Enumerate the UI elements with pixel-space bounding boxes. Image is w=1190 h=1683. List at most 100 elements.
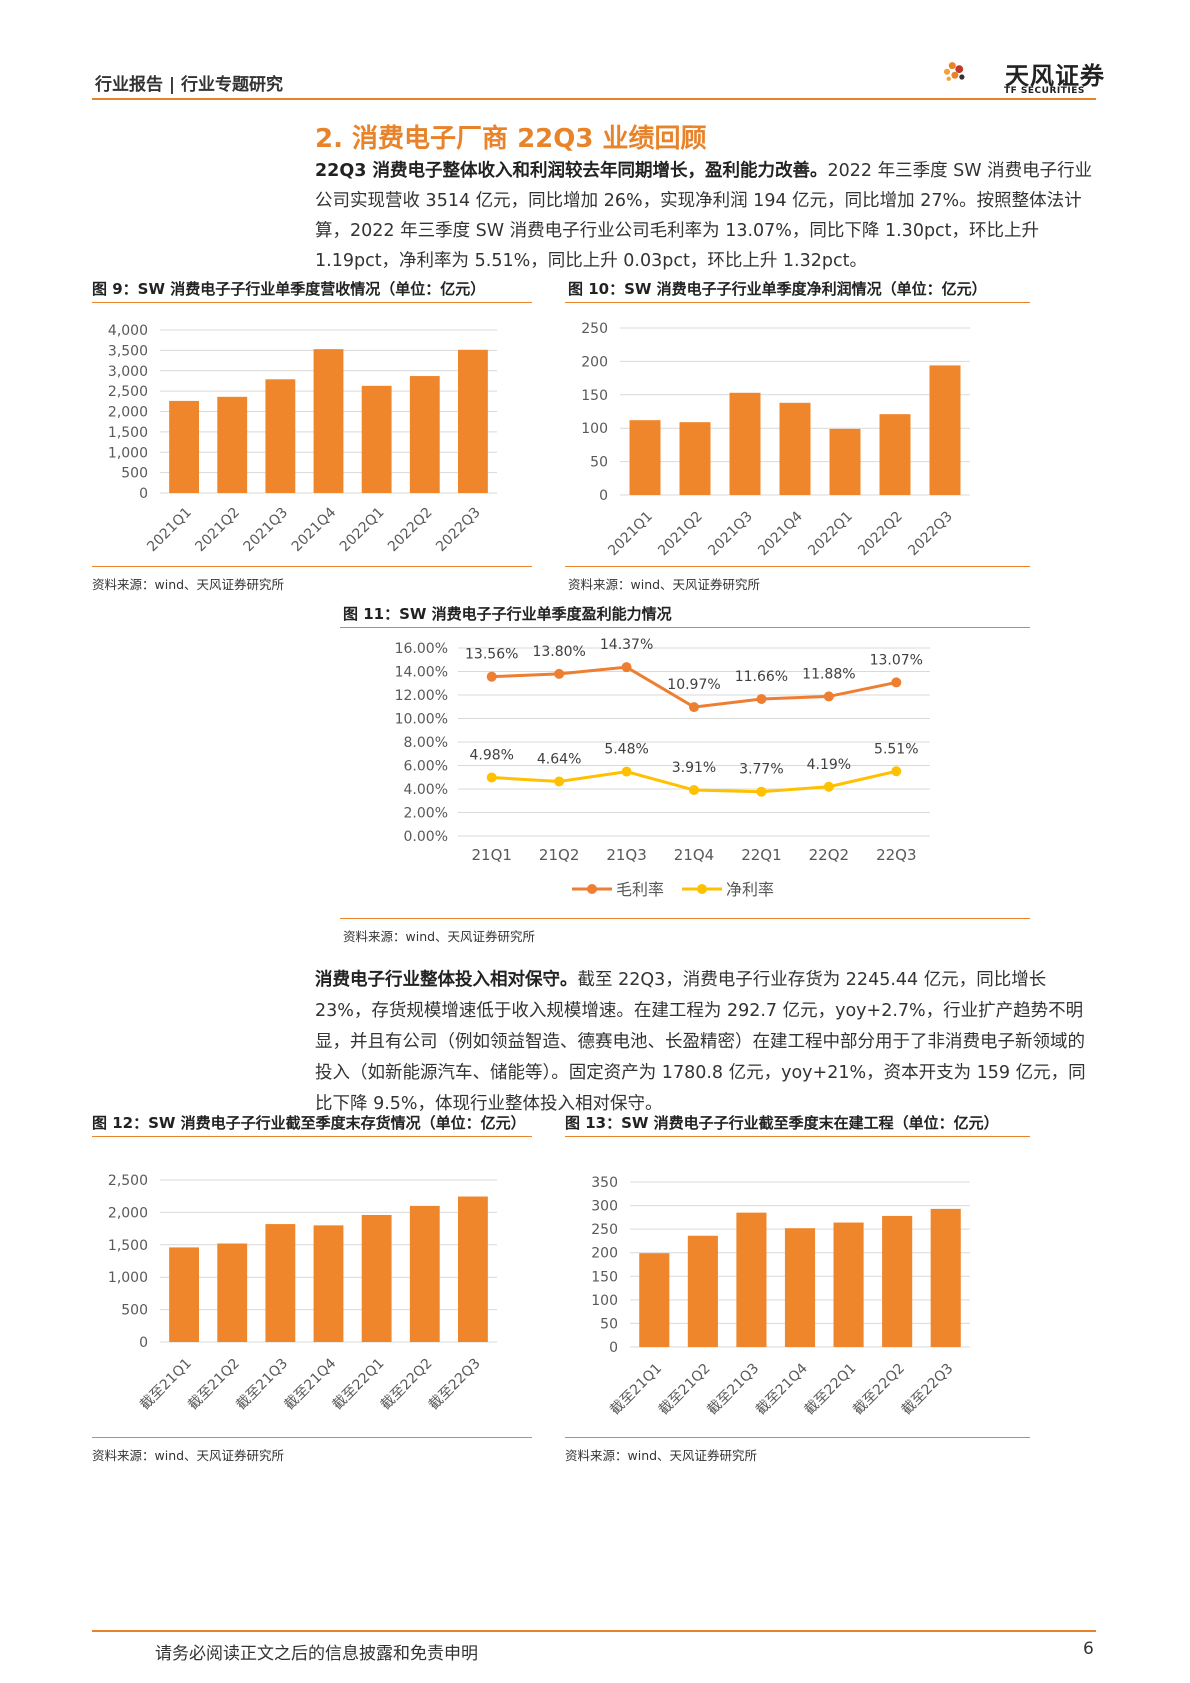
x-tick-label: 21Q2 [539,846,579,864]
bar [833,1222,864,1347]
bar [829,428,861,495]
x-tick-label: 21Q3 [606,846,646,864]
bar [629,420,661,495]
y-tick-label: 1,000 [108,445,148,461]
report-category: 行业报告 | 行业专题研究 [95,75,284,95]
y-tick-label: 0.00% [404,829,448,845]
paragraph-investment: 消费电子行业整体投入相对保守。截至 22Q3，消费电子行业存货为 2245.44… [315,965,1100,1120]
bar [265,1224,296,1342]
y-tick-label: 350 [591,1175,618,1191]
data-label: 3.91% [672,760,716,776]
page-number: 6 [1083,1639,1094,1659]
disclaimer-link[interactable]: 请务必阅读正文之后的信息披露和免责申明 [155,1644,478,1664]
data-label: 13.80% [532,644,585,660]
header-divider [92,98,1096,100]
data-point [621,766,632,777]
data-point [823,691,834,702]
fig11-chart: 0.00% 2.00% 4.00% 6.00% 8.00% 10.00% 12.00% 14.… [395,637,930,899]
fig9-source: 资料来源：wind、天风证券研究所 [92,577,285,592]
x-tick-label: 截至21Q4 [282,1355,340,1413]
fig12-source: 资料来源：wind、天风证券研究所 [92,1448,285,1463]
data-label: 11.66% [735,669,788,685]
x-tick-label: 截至21Q1 [137,1356,195,1414]
data-label: 13.07% [870,652,923,668]
y-tick-label: 0 [609,1340,618,1356]
x-tick-label: 截至22Q2 [850,1361,908,1419]
x-tick-label: 21Q4 [674,846,714,864]
bar [639,1253,670,1347]
bar [779,402,811,495]
data-label: 5.48% [604,742,648,758]
x-tick-label: 2022Q2 [855,509,906,560]
y-tick-label: 2.00% [404,806,448,822]
bar [361,1214,392,1342]
bar [458,349,488,493]
x-tick-label: 截至21Q3 [704,1361,762,1419]
fig13-chart: 050100150200250300350截至21Q1截至21Q2截至21Q3截… [591,1175,970,1419]
bar [409,1205,440,1342]
x-tick-label: 截至21Q3 [233,1356,291,1414]
y-tick-label: 100 [591,1293,618,1309]
paragraph-lead: 消费电子行业整体投入相对保守。 [315,970,578,990]
bar [679,422,711,495]
x-tick-label: 2022Q2 [385,505,436,556]
paragraph-body: 2022 年三季度 SW 消费电子行业公司实现营收 3514 亿元，同比增加 2… [315,161,1093,271]
y-tick-label: 500 [121,1303,148,1319]
bar [879,414,911,495]
y-tick-label: 50 [590,455,608,471]
bar [784,1228,816,1347]
data-label: 10.97% [667,677,720,693]
y-tick-label: 0 [599,488,608,504]
fig10-source: 资料来源：wind、天风证券研究所 [568,577,761,592]
y-tick-label: 3,500 [108,343,148,359]
x-tick-label: 2022Q1 [805,509,856,560]
bar [458,1196,488,1342]
bar [169,1247,199,1342]
data-point [621,662,632,673]
paragraph-lead: 22Q3 消费电子整体收入和利润较去年同期增长，盈利能力改善。 [315,161,828,181]
y-tick-label: 500 [121,466,148,482]
fig12-top-rule [92,1136,532,1137]
footer-divider [92,1630,1096,1632]
bar [217,396,248,493]
legend-label: 毛利率 [616,880,664,899]
x-tick-label: 21Q1 [471,846,511,864]
bar [217,1243,248,1342]
data-point [689,702,699,713]
data-label: 14.37% [600,637,653,653]
legend-label: 净利率 [726,880,774,899]
fig12-chart: 05001,0001,5002,0002,500截至21Q1截至21Q2截至21… [108,1173,497,1414]
data-point [891,766,902,777]
x-tick-label: 2021Q1 [144,505,195,556]
data-label: 4.19% [807,757,851,773]
bar [882,1215,913,1347]
fig13-source: 资料来源：wind、天风证券研究所 [565,1448,758,1463]
x-tick-label: 截至22Q1 [802,1361,860,1419]
y-tick-label: 6.00% [404,759,448,775]
x-tick-label: 截至22Q1 [330,1356,388,1414]
fig13-bottom-rule [565,1437,1030,1438]
y-tick-label: 1,500 [108,1238,148,1254]
paragraph-body: 截至 22Q3，消费电子行业存货为 2245.44 亿元，同比增长 23%，存货… [315,970,1086,1114]
data-label: 5.51% [874,741,918,757]
y-tick-label: 10.00% [395,712,448,728]
data-label: 13.56% [465,647,518,663]
x-tick-label: 2022Q3 [433,505,484,556]
fig11-bottom-rule [340,918,1030,919]
data-label: 11.88% [802,666,855,682]
data-point [756,786,767,797]
bar [361,385,392,493]
x-tick-label: 截至21Q2 [185,1356,243,1414]
x-tick-label: 2021Q4 [289,504,340,555]
x-tick-label: 2022Q3 [905,509,956,560]
fig12-bottom-rule [92,1437,532,1438]
data-point [756,693,767,704]
fig9-bottom-rule [92,566,532,567]
data-point [554,668,565,679]
bar [736,1212,767,1347]
x-tick-label: 2021Q4 [755,508,806,559]
y-tick-label: 250 [591,1222,618,1238]
y-tick-label: 14.00% [395,665,448,681]
y-tick-label: 200 [581,354,608,370]
